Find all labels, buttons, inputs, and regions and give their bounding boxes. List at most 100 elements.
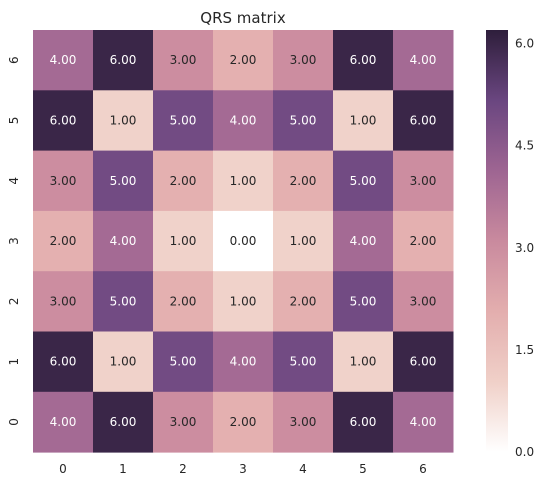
cell-value-label: 0.00 [230,234,257,248]
heatmap-cell [153,210,214,272]
cell-value-label: 6.00 [50,113,77,127]
cell-value-label: 6.00 [50,355,77,369]
heatmap-cell [393,90,454,152]
heatmap-cell [93,210,154,272]
heatmap-cell [273,331,334,393]
cell-value-label: 2.00 [170,174,197,188]
cell-value-label: 2.00 [290,294,317,308]
heatmap-cell [273,210,334,272]
cell-value-label: 1.00 [230,174,257,188]
heatmap-cell [393,271,454,332]
heatmap-cell [33,150,94,212]
cell-value-label: 1.00 [110,355,137,369]
cell-value-label: 4.00 [410,53,437,67]
cell-value-label: 2.00 [410,234,437,248]
x-tick-label: 6 [419,462,427,476]
heatmap-cell [153,150,214,212]
heatmap-cell [333,331,394,393]
heatmap-cell [33,331,94,393]
heatmap-cell [213,30,274,91]
chart-title: QRS matrix [200,9,286,27]
cell-value-label: 6.00 [410,355,437,369]
heatmap-cell [333,210,394,272]
heatmap-cell [213,210,274,272]
cell-value-label: 4.00 [230,355,257,369]
cell-value-label: 5.00 [350,174,377,188]
y-tick-label: 6 [7,56,21,64]
cell-value-label: 2.00 [290,174,317,188]
cell-value-label: 1.00 [350,113,377,127]
cell-value-label: 3.00 [170,53,197,67]
x-tick-label: 3 [239,462,247,476]
heatmap-cell [393,150,454,212]
heatmap-cell [273,271,334,332]
cell-value-label: 3.00 [170,415,197,429]
y-axis: 6 5 4 3 2 1 0 [7,56,21,425]
cell-value-label: 1.00 [170,234,197,248]
heatmap-cell [153,391,214,453]
cell-value-label: 3.00 [50,174,77,188]
cell-value-label: 3.00 [410,174,437,188]
heatmap-cells: 4.00 6.00 3.00 2.00 3.00 6.00 4.00 6.00 1.00 5.00… [33,30,454,453]
cell-value-label: 3.00 [410,294,437,308]
cell-value-label: 5.00 [110,294,137,308]
heatmap-cell [213,90,274,152]
heatmap-cell [333,90,394,152]
x-axis: 0 1 2 3 4 5 6 [59,462,427,476]
cell-value-label: 2.00 [230,53,257,67]
cell-value-label: 1.00 [290,234,317,248]
y-tick-label: 5 [7,117,21,125]
heatmap-cell [273,391,334,453]
heatmap-cell [213,391,274,453]
x-tick-label: 2 [179,462,187,476]
heatmap-cell [333,271,394,332]
heatmap-cell [93,30,154,91]
y-tick-label: 0 [7,418,21,426]
cell-value-label: 1.00 [110,113,137,127]
cell-value-label: 2.00 [230,415,257,429]
cell-value-label: 6.00 [410,113,437,127]
y-tick-label: 3 [7,237,21,245]
cell-value-label: 6.00 [350,53,377,67]
x-tick-label: 1 [119,462,127,476]
cell-value-label: 5.00 [170,113,197,127]
heatmap-cell [153,331,214,393]
cell-value-label: 4.00 [50,415,77,429]
cell-value-label: 4.00 [110,234,137,248]
heatmap-cell [153,30,214,91]
heatmap-cell [213,150,274,212]
y-tick-label: 1 [7,358,21,366]
colorbar-tick-label: 4.5 [515,139,534,153]
cell-value-label: 3.00 [290,415,317,429]
cell-value-label: 4.00 [230,113,257,127]
heatmap-cell [153,271,214,332]
heatmap-cell [33,271,94,332]
cell-value-label: 6.00 [110,53,137,67]
heatmap-cell [93,90,154,152]
heatmap-cell [213,271,274,332]
cell-value-label: 5.00 [290,355,317,369]
colorbar-tick-label: 1.5 [515,343,534,357]
cell-value-label: 5.00 [350,294,377,308]
heatmap-cell [393,391,454,453]
x-tick-label: 5 [359,462,367,476]
heatmap-cell [93,150,154,212]
heatmap-cell [273,30,334,91]
colorbar-gradient [486,30,508,452]
heatmap-cell [393,30,454,91]
y-tick-label: 2 [7,298,21,306]
cell-value-label: 4.00 [410,415,437,429]
cell-value-label: 5.00 [170,355,197,369]
heatmap-cell [33,90,94,152]
heatmap-cell [93,391,154,453]
y-tick-label: 4 [7,177,21,185]
heatmap-cell [333,391,394,453]
heatmap-cell [393,210,454,272]
cell-value-label: 3.00 [290,53,317,67]
heatmap-cell [153,90,214,152]
colorbar-tick-label: 6.0 [515,37,534,51]
cell-value-label: 5.00 [110,174,137,188]
heatmap-cell [33,210,94,272]
cell-value-label: 6.00 [110,415,137,429]
